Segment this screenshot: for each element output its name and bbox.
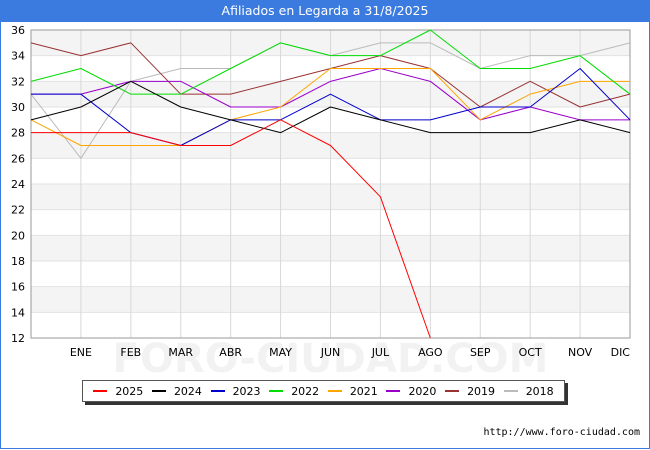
legend-swatch (93, 390, 108, 392)
legend-label: 2020 (408, 384, 437, 398)
x-tick-label: FEB (120, 346, 141, 359)
legend-item-2025: 2025 (93, 385, 143, 398)
tick-labels: 12 14 16 18 20 22 24 26 28 30 32 34 36 ENE FEB MAR ABR MA… (11, 24, 630, 359)
plot-border (30, 29, 631, 339)
x-tick-label: OCT (519, 346, 542, 359)
watermark: FORO-CIUDAD.COM (113, 336, 549, 382)
legend-item-2018: 2018 (503, 384, 554, 398)
y-tick-label: 26 (11, 152, 25, 165)
y-tick-label: 34 (11, 50, 25, 63)
legend-item-2023: 2023 (210, 384, 261, 398)
legend-swatch (503, 390, 518, 392)
series-line-2021 (30, 68, 630, 146)
legend-swatch (445, 390, 460, 392)
legend-label: 2025 (115, 384, 144, 398)
series-lines (30, 29, 631, 339)
y-tick-label: 22 (11, 204, 25, 217)
legend-label: 2018 (525, 384, 554, 398)
legend-item-2024: 2024 (151, 384, 202, 398)
x-tick-label: JUN (320, 346, 341, 359)
x-tick-label: ABR (219, 346, 242, 359)
y-tick-label: 24 (11, 178, 25, 191)
series-line-2024 (30, 80, 631, 134)
source-url: http://www.foro-ciudad.com (483, 427, 640, 438)
y-tick-label: 20 (11, 229, 25, 242)
legend-swatch (210, 390, 225, 392)
legend-label: 2019 (467, 384, 496, 398)
x-tick-label: SEP (470, 346, 491, 359)
series-line-2025 (31, 119, 431, 339)
legend-item-2021: 2021 (327, 384, 378, 398)
y-tick-label: 18 (11, 255, 25, 268)
y-tick-label: 32 (11, 75, 25, 88)
y-tick-label: 16 (11, 281, 25, 294)
legend-item-2019: 2019 (445, 385, 495, 398)
axes (30, 29, 631, 339)
legend-swatch (386, 390, 401, 392)
x-tick-label: AGO (418, 346, 443, 359)
x-tick-label: NOV (568, 346, 593, 359)
legend-label: 2021 (349, 384, 378, 398)
y-tick-label: 28 (11, 127, 25, 140)
x-tick-label: DIC (611, 346, 631, 359)
legend-item-2022: 2022 (269, 385, 319, 398)
legend-swatch (151, 390, 166, 392)
y-tick-label: 30 (11, 101, 25, 114)
x-tick-label: JUL (371, 346, 390, 359)
chart-title: Afiliados en Legarda a 31/8/2025 (0, 0, 650, 22)
legend-label: 2023 (232, 384, 261, 398)
legend-label: 2024 (173, 384, 202, 398)
legend: 2025 2024 2023 2022 2021 2020 2019 2018 (82, 380, 565, 402)
x-tick-label: MAY (269, 346, 292, 359)
x-tick-label: MAR (168, 346, 193, 359)
y-tick-label: 12 (11, 332, 25, 345)
series-line-2022 (30, 29, 631, 95)
legend-label: 2022 (291, 384, 320, 398)
legend-swatch (269, 390, 284, 392)
legend-item-2020: 2020 (386, 385, 436, 398)
y-tick-label: 36 (11, 24, 25, 37)
x-tick-label: ENE (70, 346, 92, 359)
y-tick-label: 14 (11, 306, 25, 319)
legend-swatch (327, 390, 342, 392)
